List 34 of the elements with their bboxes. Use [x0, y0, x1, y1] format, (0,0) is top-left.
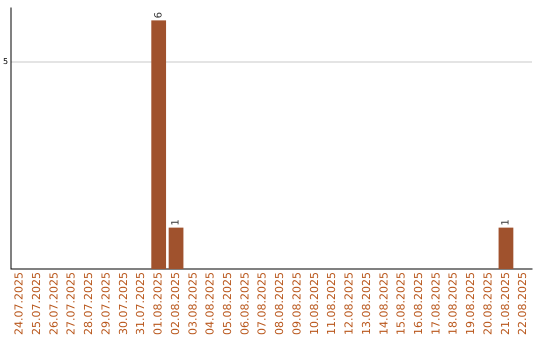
x-tick-label: 28.07.2025 [82, 272, 96, 336]
x-tick-label: 02.08.2025 [168, 272, 182, 336]
x-tick-label: 18.08.2025 [446, 272, 460, 336]
x-tick-label: 29.07.2025 [99, 272, 112, 336]
x-tick-label: 30.07.2025 [116, 272, 130, 336]
x-tick-label: 09.08.2025 [290, 272, 304, 336]
x-tick-label: 04.08.2025 [204, 272, 217, 336]
y-tick-label: 5 [2, 56, 8, 66]
x-tick-label: 11.08.2025 [325, 272, 338, 336]
x-tick-label: 06.08.2025 [238, 272, 252, 336]
x-tick-label: 20.08.2025 [481, 272, 494, 336]
x-tick-label: 15.08.2025 [394, 272, 408, 336]
x-tick-label: 12.08.2025 [342, 272, 356, 336]
x-tick-label: 24.07.2025 [12, 272, 26, 336]
x-tick-label: 14.08.2025 [377, 272, 390, 336]
x-tick-label: 16.08.2025 [412, 272, 425, 336]
x-tick-label: 07.08.2025 [256, 272, 269, 336]
x-tick-label: 26.07.2025 [47, 272, 60, 336]
x-tick-label: 25.07.2025 [30, 272, 43, 336]
data-label: 6 [153, 12, 164, 18]
x-tick-label: 13.08.2025 [360, 272, 373, 336]
x-tick-label: 08.08.2025 [273, 272, 286, 336]
x-tick-label: 01.08.2025 [152, 272, 165, 336]
x-tick-label: 31.07.2025 [134, 272, 148, 336]
x-tick-label: 22.08.2025 [516, 272, 530, 336]
data-label: 1 [170, 219, 182, 226]
data-label: 1 [500, 219, 512, 226]
x-tick-label: 21.08.2025 [498, 272, 512, 336]
x-tick-label: 05.08.2025 [220, 272, 234, 336]
x-tick-label: 03.08.2025 [186, 272, 200, 336]
x-tick-label: 17.08.2025 [429, 272, 442, 336]
x-tick-label: 27.07.2025 [64, 272, 78, 336]
x-tick-label: 19.08.2025 [464, 272, 478, 336]
x-tick-label: 10.08.2025 [308, 272, 321, 336]
